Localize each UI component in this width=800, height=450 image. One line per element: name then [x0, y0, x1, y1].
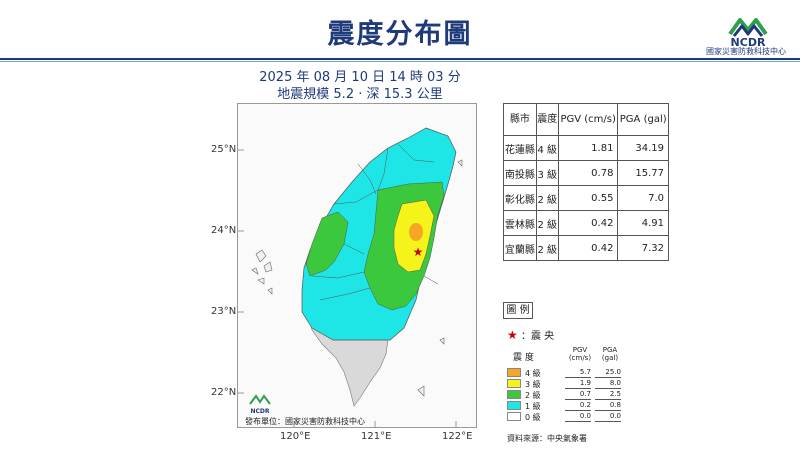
legend-pgv: 1.9 [565, 379, 591, 389]
legend-pga: 25.0 [595, 368, 621, 378]
cell-pga: 15.77 [617, 160, 669, 186]
lon-label-122: 122°E [442, 431, 473, 442]
legend-pgv: 0.2 [565, 401, 591, 411]
cell-county: 南投縣 [503, 160, 537, 186]
ncdr-logo: NCDR [728, 18, 768, 49]
intensity-table: 縣市 震度 PGV (cm/s) PGA (gal) 花蓮縣 4 級 1.81 … [503, 103, 669, 261]
legend-pga-unit: PGA (gal) [601, 346, 619, 362]
col-header-pgv: PGV (cm/s) [557, 103, 619, 136]
taiwan-map-svg: ★ NCDR [238, 127, 463, 427]
page-title: 震度分布圖 [327, 19, 473, 50]
legend-epicenter: ★ ：震 央 [507, 327, 554, 342]
data-source: 資料來源：中央氣象署 [507, 434, 587, 443]
legend-label: 4 級 [525, 369, 541, 378]
legend-swatch [507, 412, 521, 421]
lon-label-120: 120°E [280, 431, 311, 442]
lat-label-23: 23°N [211, 306, 237, 317]
legend-label: 2 級 [525, 391, 541, 400]
event-magnitude-depth: 地震規模 5.2 · 深 15.3 公里 [277, 87, 443, 102]
table-row: 雲林縣 2 級 0.42 4.91 [503, 210, 669, 236]
svg-text:NCDR: NCDR [250, 408, 269, 415]
region-level4 [409, 223, 423, 241]
legend-pga: 0.0 [595, 412, 621, 422]
lon-label-121: 121°E [361, 431, 392, 442]
legend-label: 0 級 [525, 413, 541, 422]
legend-label: 3 級 [525, 380, 541, 389]
intensity-map: ★ NCDR [237, 103, 477, 428]
cell-level: 2 級 [535, 210, 559, 236]
legend-col-title: 震 度 [513, 353, 534, 363]
legend-swatch [507, 368, 521, 377]
legend-pgv: 5.7 [565, 368, 591, 378]
col-header-county: 縣市 [503, 103, 537, 136]
cell-pgv: 0.78 [557, 160, 619, 186]
cell-pga: 7.32 [617, 235, 669, 261]
issuer-text: 發布單位：國家災害防救科技中心 [245, 417, 365, 426]
cell-county: 雲林縣 [503, 210, 537, 236]
header-divider-thin [0, 61, 800, 62]
legend-swatch [507, 390, 521, 399]
eastern-islands [417, 159, 463, 397]
issuer-logo: NCDR [249, 394, 271, 415]
legend-pgv-unit: PGV (cm/s) [568, 346, 592, 362]
penghu-islands [251, 249, 273, 295]
cell-pga: 7.0 [617, 185, 669, 211]
cell-county: 宜蘭縣 [503, 235, 537, 261]
table-row: 南投縣 3 級 0.78 15.77 [503, 160, 669, 186]
map-legend: 圖 例 ★ ：震 央 震 度 PGV (cm/s) PGA (gal) 4 級 5.… [503, 302, 623, 427]
cell-pgv: 1.81 [557, 135, 619, 161]
cell-pgv: 0.42 [557, 235, 619, 261]
legend-pgv: 0.7 [565, 390, 591, 400]
header-divider [0, 58, 800, 60]
legend-label: 1 級 [525, 402, 541, 411]
cell-level: 3 級 [535, 160, 559, 186]
cell-level: 2 級 [535, 235, 559, 261]
legend-row: 3 級 1.9 8.0 [507, 379, 623, 389]
table-header-row: 縣市 震度 PGV (cm/s) PGA (gal) [503, 103, 669, 136]
legend-row: 2 級 0.7 2.5 [507, 390, 623, 400]
legend-pga: 0.8 [595, 401, 621, 411]
lat-label-25: 25°N [211, 144, 237, 155]
cell-pgv: 0.42 [557, 210, 619, 236]
cell-county: 彰化縣 [503, 185, 537, 211]
legend-swatch [507, 401, 521, 410]
table-row: 彰化縣 2 級 0.55 7.0 [503, 185, 669, 211]
cell-pga: 34.19 [617, 135, 669, 161]
legend-epicenter-label: ：震 央 [520, 331, 555, 342]
cell-pgv: 0.55 [557, 185, 619, 211]
lat-label-22: 22°N [211, 387, 237, 398]
legend-row: 0 級 0.0 0.0 [507, 412, 623, 422]
cell-pga: 4.91 [617, 210, 669, 236]
org-name: 國家災害防救科技中心 [706, 47, 786, 56]
event-datetime: 2025 年 08 月 10 日 14 時 03 分 [259, 70, 461, 85]
col-header-pga: PGA (gal) [617, 103, 669, 136]
region-level2-west [305, 211, 349, 277]
logo-text: NCDR [731, 36, 766, 49]
legend-pgv: 0.0 [565, 412, 591, 422]
legend-pga: 2.5 [595, 390, 621, 400]
cell-level: 2 級 [535, 185, 559, 211]
legend-title: 圖 例 [503, 302, 533, 319]
legend-row: 4 級 5.7 25.0 [507, 368, 623, 378]
star-icon: ★ [507, 328, 518, 342]
table-row: 花蓮縣 4 級 1.81 34.19 [503, 135, 669, 161]
lat-label-24: 24°N [211, 225, 237, 236]
cell-level: 4 級 [535, 135, 559, 161]
legend-swatch [507, 379, 521, 388]
cell-county: 花蓮縣 [503, 135, 537, 161]
legend-pga: 8.0 [595, 379, 621, 389]
epicenter-star-icon: ★ [413, 245, 424, 259]
table-row: 宜蘭縣 2 級 0.42 7.32 [503, 235, 669, 261]
legend-row: 1 級 0.2 0.8 [507, 401, 623, 411]
col-header-level: 震度 [535, 103, 559, 136]
